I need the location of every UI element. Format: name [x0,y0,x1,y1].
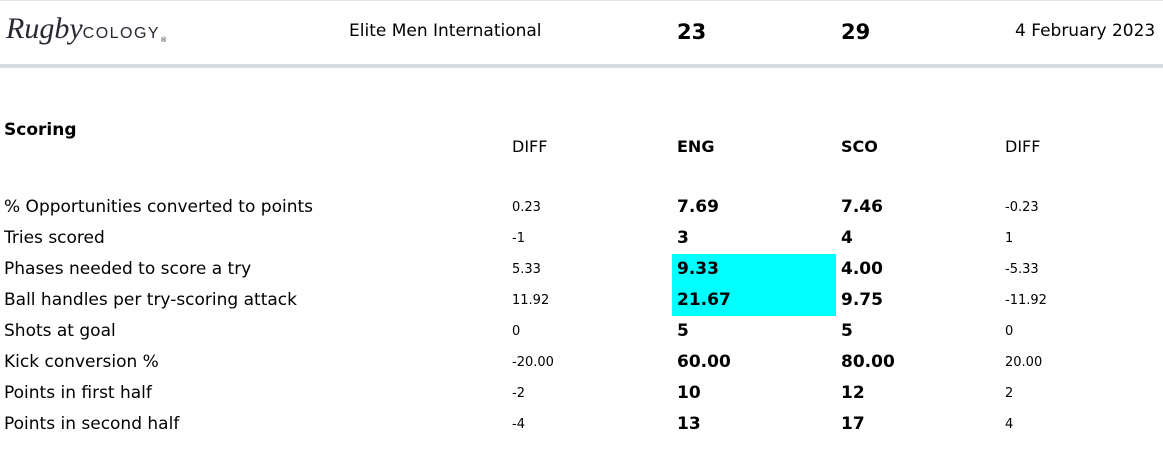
eng-diff: 11.92 [512,293,550,308]
sco-diff: 1 [1005,231,1014,246]
column-header: ENG [677,137,715,156]
row-label: Points in second half [4,414,180,434]
table-row: Phases needed to score a try 5.33 9.33 4.00… [0,254,1163,285]
section-title: Scoring [4,120,77,140]
sco-diff: -5.33 [1005,262,1039,277]
column-header: DIFF [512,137,548,156]
logo: RugbyCOLOGY® [6,12,167,46]
row-label: % Opportunities converted to points [4,197,313,217]
sco-diff: 4 [1005,417,1014,432]
row-label: Points in first half [4,383,152,403]
eng-diff: -4 [512,417,525,432]
logo-mark: ® [160,36,168,45]
logo-script: Rugby [6,12,83,45]
table-row: Kick conversion % -20.00 60.00 80.00 20.00 [0,347,1163,378]
eng-diff: 5.33 [512,262,541,277]
eng-value: 13 [677,414,701,434]
eng-value: 3 [677,228,689,248]
sco-value: 80.00 [841,352,895,372]
eng-value: 21.67 [677,290,731,310]
sco-value: 17 [841,414,865,434]
table-row: Points in first half -2 10 12 2 [0,378,1163,409]
sco-diff: 0 [1005,324,1014,339]
eng-value: 5 [677,321,689,341]
away-score: 29 [841,20,871,44]
top-border [0,0,1163,1]
table-row: Shots at goal 0 5 5 0 [0,316,1163,347]
row-label: Kick conversion % [4,352,159,372]
eng-diff: 0.23 [512,200,541,215]
sco-value: 7.46 [841,197,883,217]
table-row: % Opportunities converted to points 0.23 7… [0,192,1163,223]
eng-value: 9.33 [677,259,719,279]
row-label: Shots at goal [4,321,116,341]
match-date: 4 February 2023 [1015,21,1156,41]
sco-diff: 2 [1005,386,1014,401]
competition: Elite Men International [349,21,542,41]
eng-value: 10 [677,383,701,403]
sco-value: 12 [841,383,865,403]
eng-diff: 0 [512,324,521,339]
eng-value: 7.69 [677,197,719,217]
table-row: Tries scored -1 3 4 1 [0,223,1163,254]
eng-value: 60.00 [677,352,731,372]
sco-diff: 20.00 [1005,355,1043,370]
sco-diff: -11.92 [1005,293,1047,308]
row-label: Ball handles per try-scoring attack [4,290,297,310]
table-row: Points in second half -4 13 17 4 [0,409,1163,440]
header-rule [0,64,1163,68]
sco-value: 5 [841,321,853,341]
column-header: DIFF [1005,137,1041,156]
row-label: Phases needed to score a try [4,259,252,279]
table-row: Ball handles per try-scoring attack 11.92… [0,285,1163,316]
eng-diff: -2 [512,386,525,401]
highlight-cell [672,254,836,285]
sco-value: 4.00 [841,259,883,279]
sco-value: 9.75 [841,290,883,310]
row-label: Tries scored [4,228,105,248]
sco-diff: -0.23 [1005,200,1039,215]
logo-caps: COLOGY [82,25,161,42]
eng-diff: -20.00 [512,355,554,370]
home-score: 23 [677,20,707,44]
column-header: SCO [841,137,878,156]
sco-value: 4 [841,228,853,248]
eng-diff: -1 [512,231,525,246]
highlight-cell [672,285,836,316]
